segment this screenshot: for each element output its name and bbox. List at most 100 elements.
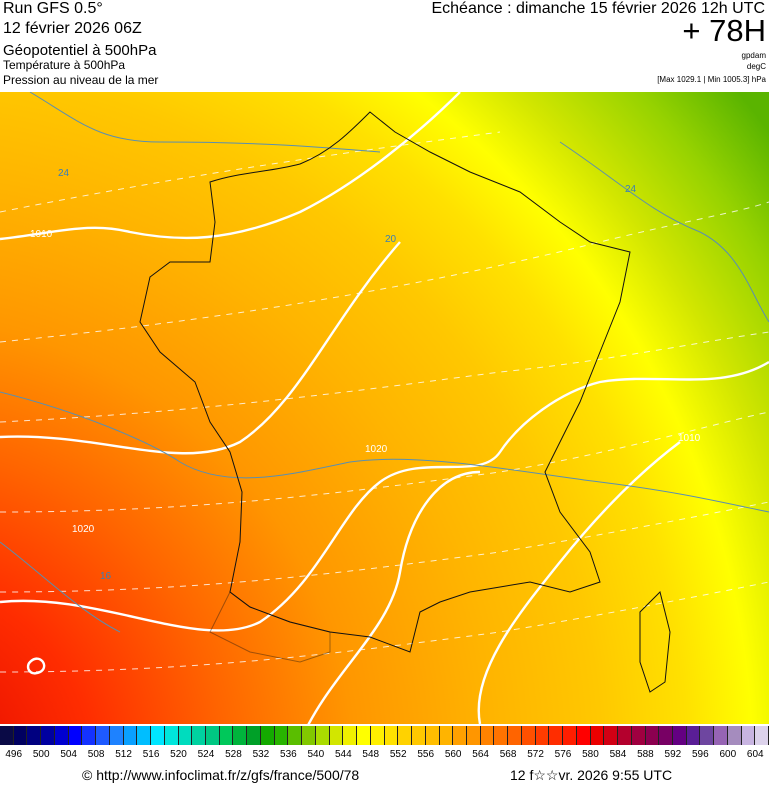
echeance: Echéance : dimanche 15 février 2026 12h …: [431, 0, 765, 17]
colorbar-tick-label: 540: [307, 749, 325, 760]
colorbar-swatch: [549, 726, 564, 745]
colorbar-swatch: [686, 726, 701, 745]
colorbar-swatch: [590, 726, 605, 745]
colorbar-swatch: [233, 726, 248, 745]
run-title: Run GFS 0.5°: [3, 0, 103, 17]
run-date: 12 février 2026 06Z: [3, 20, 142, 37]
colorbar-tick-label: 584: [609, 749, 627, 760]
colorbar-swatch: [315, 726, 330, 745]
colorbar-tick-label: 504: [60, 749, 77, 760]
colorbar-swatch: [535, 726, 550, 745]
contour-label: 16: [100, 571, 112, 582]
colorbar-swatch: [398, 726, 413, 745]
colorbar-swatch: [260, 726, 275, 745]
colorbar-tick-label: 528: [225, 749, 242, 760]
colorbar-swatch: [137, 726, 152, 745]
colorbar-swatch: [343, 726, 358, 745]
colorbar-swatch: [178, 726, 193, 745]
colorbar-tick-label: 556: [417, 749, 435, 760]
lead-time: + 78H: [682, 13, 766, 48]
colorbar-swatch: [82, 726, 97, 745]
colorbar-tick-label: 548: [362, 749, 380, 760]
contour-label: 24: [58, 168, 70, 179]
colorbar-swatch: [439, 726, 454, 745]
colorbar-swatch: [412, 726, 426, 745]
colorbar-swatch: [274, 726, 289, 745]
colorbar-swatch: [370, 726, 385, 745]
colorbar-tick-label: 580: [582, 749, 599, 760]
field-temperature: Température à 500hPa: [3, 58, 126, 72]
colorbar-swatch: [508, 726, 522, 745]
colorbar-tick-label: 600: [719, 749, 737, 760]
colorbar-tick-label: 592: [664, 749, 682, 760]
colorbar-swatch: [672, 726, 687, 745]
contour-label: 1010: [30, 229, 53, 240]
colorbar-swatch: [425, 726, 440, 745]
colorbar-swatch: [700, 726, 715, 745]
field-geopotential: Géopotentiel à 500hPa: [3, 42, 157, 59]
colorbar-tick-label: 596: [691, 749, 709, 760]
field-pressure: Pression au niveau de la mer: [3, 73, 159, 87]
colorbar-swatch: [480, 726, 495, 745]
colorbar-swatch: [521, 726, 536, 745]
colorbar-swatch: [357, 726, 371, 745]
pressure-range: [Max 1029.1 | Min 1005.3] hPa: [657, 75, 766, 84]
contour-label: 20: [385, 234, 397, 245]
colorbar-tick-label: 536: [280, 749, 297, 760]
colorbar-swatch: [618, 726, 632, 745]
colorbar-tick-label: 568: [499, 749, 517, 760]
colorbar-tick-label: 544: [334, 749, 352, 760]
colorbar-swatch: [631, 726, 646, 745]
colorbar-swatch: [466, 726, 481, 745]
colorbar-tick-label: 512: [115, 749, 132, 760]
colorbar-swatch: [645, 726, 660, 745]
colorbar-swatch: [13, 726, 28, 745]
colorbar-tick-label: 516: [142, 749, 160, 760]
contour-label: 1010: [678, 433, 701, 444]
colorbar-swatch: [123, 726, 138, 745]
colorbar-tick-label: 496: [5, 749, 23, 760]
unit-gpdam: gpdam: [741, 51, 766, 60]
contour-label: 1020: [365, 444, 388, 455]
colorbar-swatch: [302, 726, 316, 745]
colorbar-tick-label: 524: [197, 749, 215, 760]
colorbar-swatch: [288, 726, 303, 745]
colorbar-tick-label: 520: [170, 749, 187, 760]
source-url[interactable]: © http://www.infoclimat.fr/z/gfs/france/…: [82, 767, 360, 783]
colorbar-swatch: [247, 726, 261, 745]
colorbar-swatch: [192, 726, 207, 745]
geopotential-field: [0, 92, 769, 724]
weather-map: 24 1010 1020 1020 16 24 1010 20: [0, 92, 769, 724]
colorbar-swatch: [384, 726, 399, 745]
contour-label: 24: [625, 184, 637, 195]
colorbar-tick-label: 588: [637, 749, 654, 760]
colorbar-swatch: [151, 726, 165, 745]
colorbar-swatch: [0, 726, 14, 745]
france-borders: [139, 111, 671, 693]
colorbar-swatch: [54, 726, 69, 745]
colorbar: [0, 726, 769, 745]
colorbar-swatch: [741, 726, 756, 745]
colorbar-labels: 496 500 504 508 512 516 520 524 528 532 536 540 544 5…: [0, 749, 769, 761]
colorbar-swatch: [96, 726, 110, 745]
pressure-isobars: [0, 92, 769, 724]
temperature-isolines: [0, 131, 769, 673]
unit-degc: degC: [746, 62, 766, 71]
generated-timestamp: 12 f☆☆vr. 2026 9:55 UTC: [510, 767, 673, 783]
colorbar-swatch: [109, 726, 124, 745]
colorbar-swatch: [727, 726, 742, 745]
colorbar-swatch: [563, 726, 577, 745]
colorbar-swatch: [494, 726, 509, 745]
colorbar-swatch: [453, 726, 467, 745]
colorbar-tick-label: 532: [252, 749, 270, 760]
colorbar-tick-label: 604: [746, 749, 764, 760]
colorbar-swatch: [41, 726, 55, 745]
colorbar-swatch: [329, 726, 344, 745]
colorbar-swatch: [659, 726, 673, 745]
colorbar-swatch: [576, 726, 591, 745]
contour-label: 1020: [72, 524, 95, 535]
temperature-contours: [0, 92, 769, 633]
colorbar-swatch: [206, 726, 220, 745]
colorbar-tick-label: 572: [527, 749, 544, 760]
